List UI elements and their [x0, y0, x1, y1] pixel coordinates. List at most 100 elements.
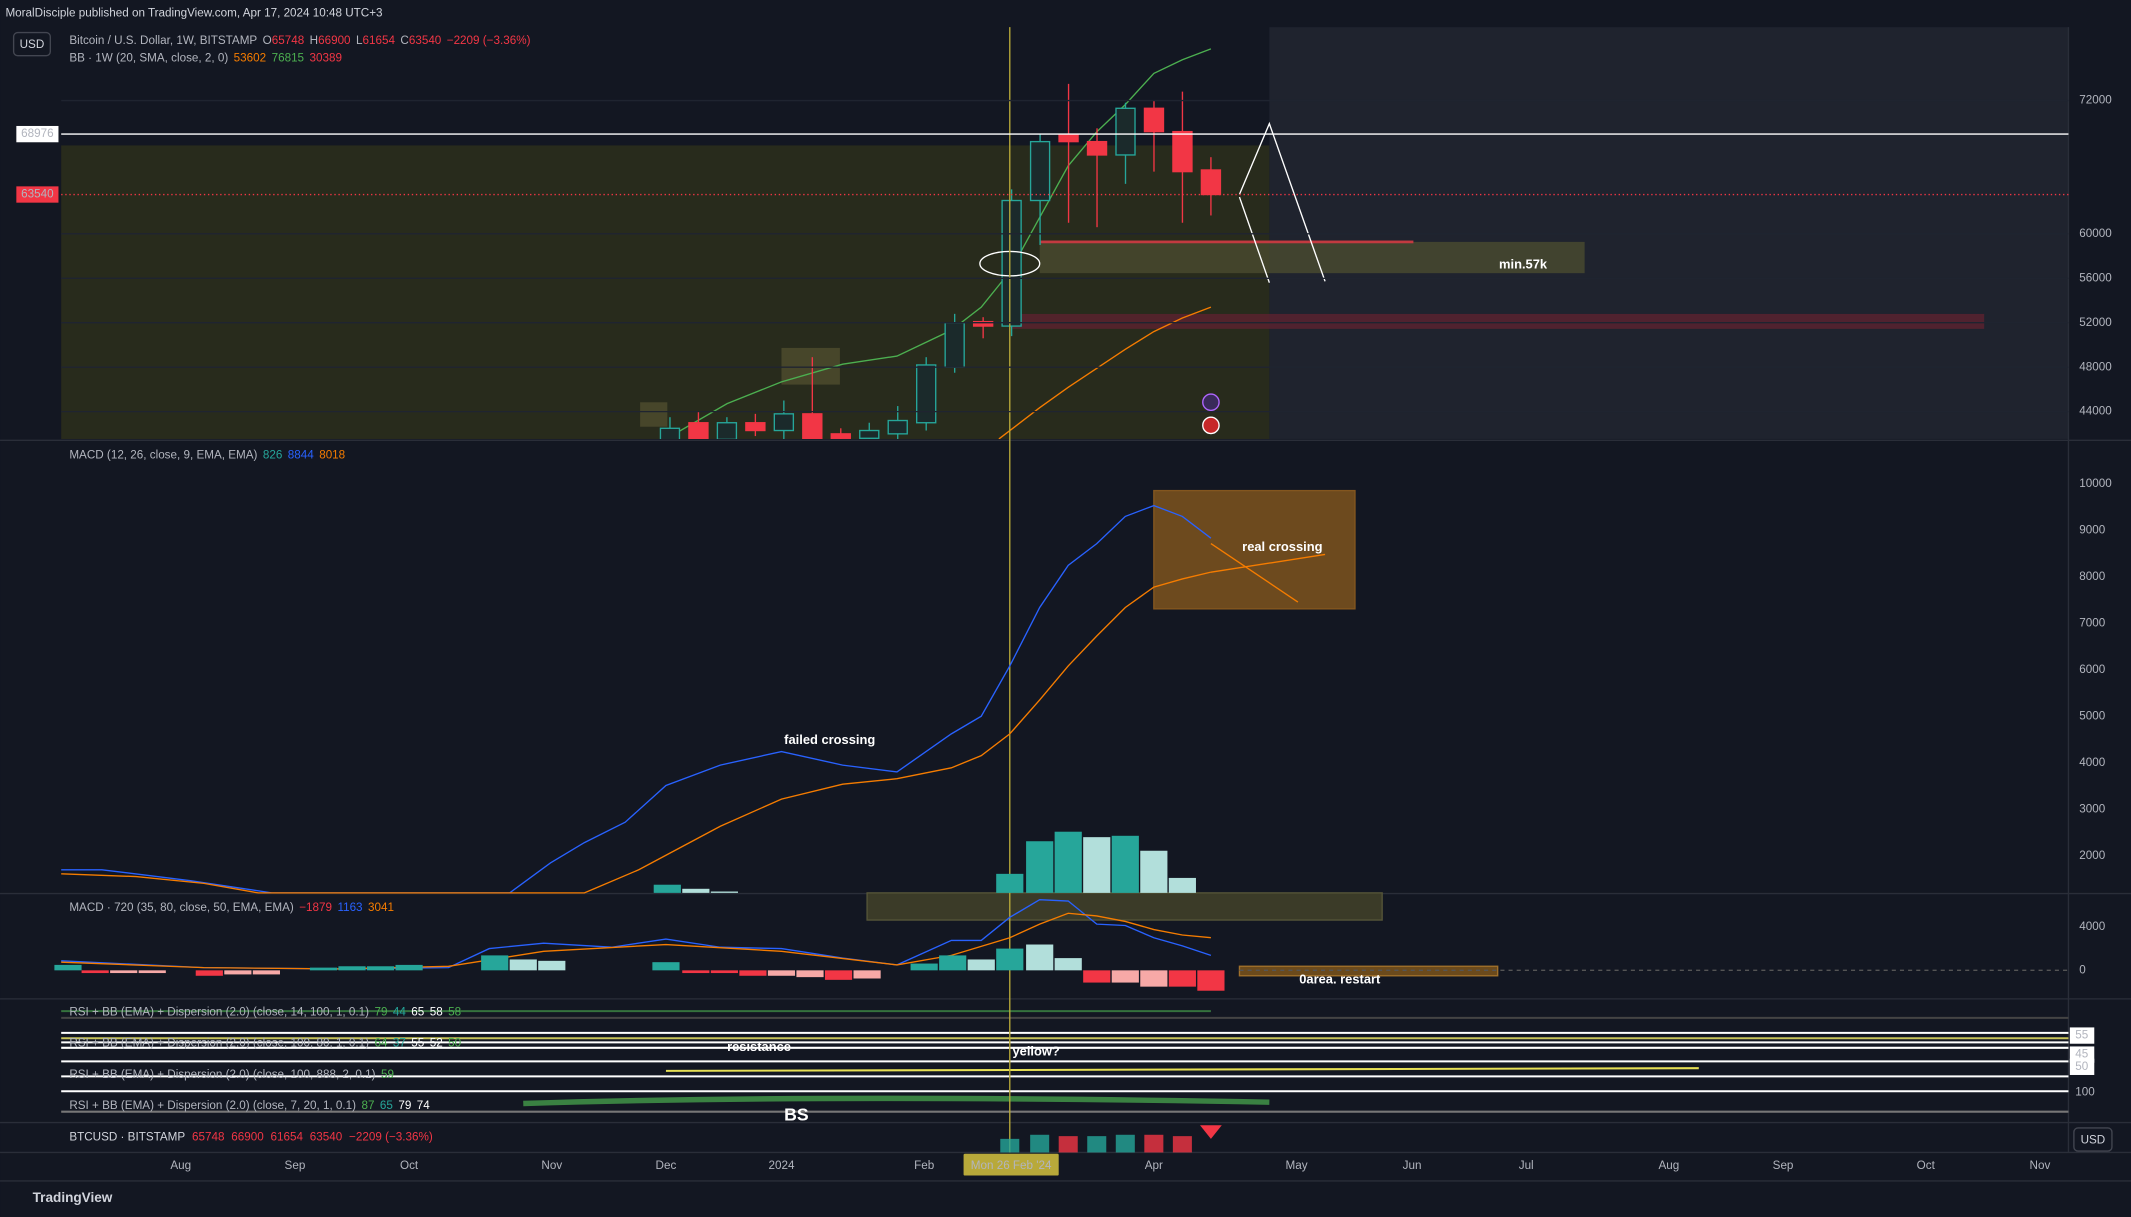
level-tag	[2069, 1058, 2095, 1075]
histogram-bar	[939, 955, 967, 971]
candle-body	[1086, 140, 1108, 156]
event-icon	[1202, 393, 1220, 412]
macd2-box	[866, 892, 1383, 921]
rsi-legend: RSI + BB (EMA) + Dispersion (2.0) (close…	[69, 1037, 461, 1050]
future-zone	[1269, 27, 2069, 439]
publisher: MoralDisciple published on TradingView.c…	[5, 7, 382, 20]
y-tick-label: 72000	[2079, 94, 2112, 107]
rsi-value: 65	[411, 1006, 424, 1019]
rsi-band	[523, 1095, 1270, 1107]
candle-body	[773, 413, 795, 432]
signal-line	[61, 571, 1212, 894]
currency-button[interactable]	[2073, 1127, 2113, 1152]
marker	[1200, 1125, 1222, 1139]
rsi-value: 59	[381, 1068, 394, 1081]
rsi-value: 79	[374, 1006, 387, 1019]
volume-bar	[1172, 1136, 1192, 1153]
y-tick-label: 4000	[2079, 756, 2105, 769]
histogram-bar	[338, 966, 366, 971]
price-tag	[16, 125, 59, 143]
legend: Bitcoin / U.S. Dollar, 1W, BITSTAMP O6574…	[69, 34, 530, 47]
rsi-label: RSI + BB (EMA) + Dispersion (2.0) (close…	[69, 1099, 356, 1112]
x-tick-label: Jun	[1403, 1159, 1422, 1172]
macd-legend: MACD (12, 26, close, 9, EMA, EMA) 826 8844…	[69, 448, 345, 461]
y-tick-label: 3000	[2079, 803, 2105, 816]
candle-body	[887, 419, 908, 435]
histograms	[54, 831, 1225, 1153]
y-tick-label: 0	[2079, 963, 2086, 976]
histogram-bar	[910, 963, 938, 971]
x-tick-label: Apr	[1145, 1159, 1163, 1172]
level-label: 100	[2075, 1086, 2095, 1099]
candle-body	[1200, 169, 1222, 196]
bb-lower	[998, 306, 1212, 439]
annotation: yellow?	[1012, 1043, 1059, 1058]
rsi-value: 55	[411, 1037, 424, 1050]
annotation: real crossing	[1242, 539, 1322, 554]
rsi-value: 44	[393, 1006, 406, 1019]
histogram-bar	[1168, 970, 1196, 987]
bb-legend: BB · 1W (20, SMA, close, 2, 0) 53602 76815…	[69, 52, 342, 65]
currency-text[interactable]: USD	[20, 38, 45, 51]
candle-body	[830, 433, 851, 439]
rsi-value: 64	[374, 1037, 387, 1050]
candle-body	[716, 422, 738, 439]
histogram-bar	[366, 966, 395, 971]
volume-bar	[1058, 1136, 1078, 1153]
annotation: min.57k	[1499, 256, 1548, 271]
x-tick-label: Sep	[285, 1159, 306, 1172]
rsi-value: 79	[398, 1099, 411, 1112]
x-tick-label: Dec	[656, 1159, 677, 1172]
histogram-bar	[682, 970, 710, 974]
candle-body	[1115, 107, 1136, 156]
x-tick-label: Oct	[1917, 1159, 1936, 1172]
y-tick-label: 60000	[2079, 227, 2112, 240]
x-tick-label: Nov	[2030, 1159, 2051, 1172]
histogram-bar	[252, 970, 280, 975]
rsi-value: 37	[393, 1037, 406, 1050]
currency-button[interactable]	[12, 31, 51, 57]
histogram-bar	[1054, 958, 1082, 971]
rsi-label: RSI + BB (EMA) + Dispersion (2.0) (close…	[69, 1006, 369, 1019]
histogram-bar	[481, 955, 509, 971]
cross-line	[1210, 553, 1326, 573]
currency-text[interactable]: USD	[2081, 1133, 2106, 1146]
price-tag	[16, 186, 59, 203]
histogram-bar	[652, 962, 680, 971]
zone-line	[1039, 240, 1414, 244]
level-label: 45	[2075, 1048, 2088, 1061]
rsi-line	[665, 1067, 1699, 1072]
histogram-bar	[739, 970, 767, 976]
y-tick-label: 7000	[2079, 616, 2105, 629]
y-tick-label: 48000	[2079, 360, 2112, 373]
candle-body	[745, 422, 766, 432]
rsi-label: RSI + BB (EMA) + Dispersion (2.0) (close…	[69, 1068, 375, 1081]
rsi-value: 65	[380, 1099, 393, 1112]
rsi-value: 58	[448, 1006, 461, 1019]
candle-body	[659, 427, 681, 439]
candle-body	[1143, 107, 1165, 133]
arrow	[1238, 196, 1270, 283]
labels: MoralDisciple published on TradingView.c…	[5, 7, 2113, 1205]
x-tick-label: Jul	[1519, 1159, 1534, 1172]
candle-body	[1029, 140, 1051, 202]
y-tick-label: 52000	[2079, 316, 2112, 329]
histogram-bar	[1197, 970, 1225, 991]
olive-zone	[61, 145, 1270, 439]
volume-legend: BTCUSD · BITSTAMP 65748 66900 61654 63540 −22…	[69, 1131, 433, 1144]
histogram-bar	[853, 970, 881, 979]
level-label: 50	[2075, 1060, 2088, 1073]
level-tag	[2069, 1027, 2095, 1044]
candle-body	[972, 320, 994, 327]
macd-box	[1153, 489, 1356, 610]
x-tick-label: Oct	[400, 1159, 419, 1172]
histogram-bar	[1111, 970, 1139, 983]
x-tick-label: Aug	[1659, 1159, 1680, 1172]
red-zone	[1012, 313, 1985, 329]
target-zone	[1039, 241, 1585, 274]
histogram-bar	[1111, 835, 1139, 893]
histogram-bar	[824, 970, 853, 980]
